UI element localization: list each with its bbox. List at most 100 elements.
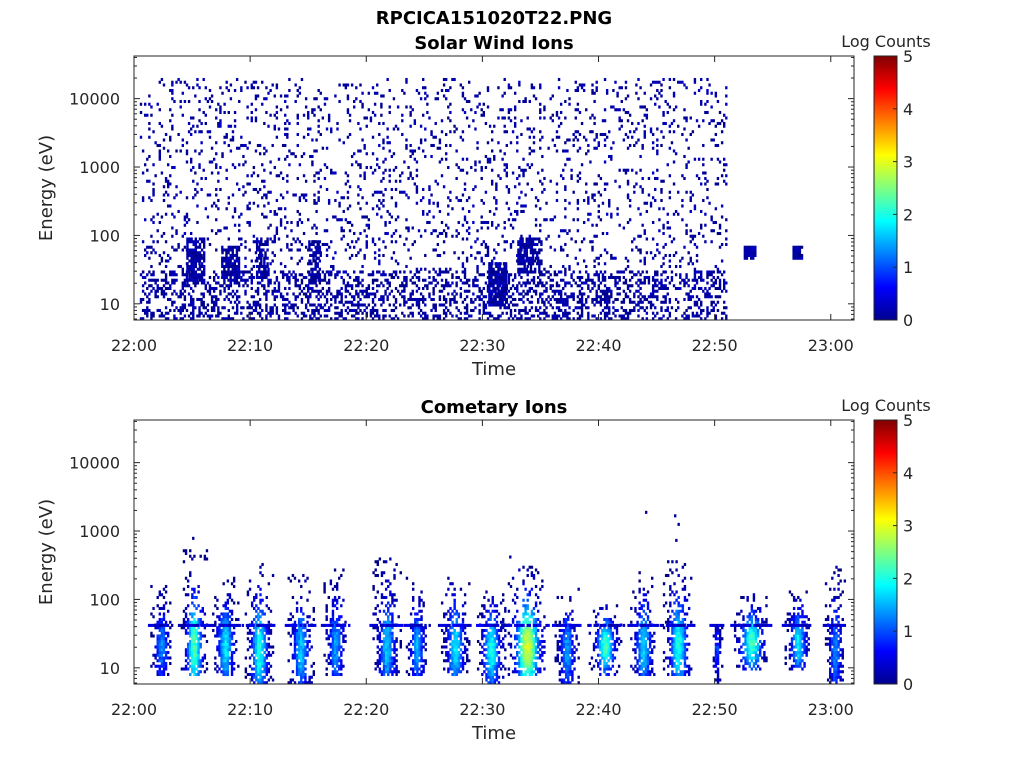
heatmap-cell: [608, 317, 611, 321]
heatmap-cell: [181, 286, 184, 291]
heatmap-cell: [227, 273, 230, 277]
heatmap-cell: [321, 292, 325, 296]
heatmap-cell: [576, 88, 580, 93]
heatmap-cell: [800, 253, 804, 258]
heatmap-cell: [451, 275, 454, 280]
heatmap-cell: [193, 620, 196, 624]
heatmap-cell: [521, 256, 524, 260]
heatmap-cell: [206, 237, 210, 241]
heatmap-cell: [256, 286, 260, 291]
heatmap-cell: [576, 108, 580, 112]
heatmap-cell: [363, 171, 366, 175]
heatmap-cell: [710, 303, 713, 307]
heatmap-cell: [685, 163, 688, 167]
heatmap-cell: [656, 149, 659, 153]
heatmap-cell: [409, 278, 412, 282]
heatmap-cell: [382, 160, 385, 164]
heatmap-cell: [143, 292, 147, 296]
heatmap-cell: [273, 270, 276, 274]
heatmap-cell: [296, 121, 299, 126]
heatmap-cell: [183, 278, 187, 282]
heatmap-cell: [267, 190, 270, 194]
heatmap-cell: [484, 165, 488, 170]
heatmap-cell: [202, 242, 206, 247]
heatmap-cell: [589, 278, 592, 282]
heatmap-cell: [587, 275, 590, 280]
heatmap-cell: [415, 297, 419, 302]
heatmap-cell: [164, 264, 168, 269]
heatmap-cell: [185, 220, 189, 225]
heatmap-cell: [419, 138, 423, 142]
heatmap-cell: [267, 226, 270, 230]
heatmap-cell: [633, 143, 636, 148]
heatmap-cell: [160, 628, 164, 633]
heatmap-cell: [250, 110, 253, 115]
heatmap-cell: [614, 297, 617, 302]
heatmap-cell: [419, 124, 423, 128]
heatmap-cell: [424, 91, 427, 95]
heatmap-cell: [513, 121, 517, 126]
heatmap-cell: [388, 273, 391, 277]
heatmap-cell: [587, 273, 590, 277]
heatmap-cell: [519, 262, 522, 266]
heatmap-cell: [266, 262, 269, 266]
heatmap-cell: [166, 259, 170, 263]
heatmap-cell: [269, 306, 272, 310]
y-tick-label: 1000: [79, 158, 120, 177]
heatmap-cell: [800, 256, 804, 260]
heatmap-cell: [353, 297, 356, 302]
heatmap-cell: [422, 311, 425, 315]
heatmap-cell: [399, 303, 402, 307]
heatmap-cell: [350, 83, 354, 87]
colorbar-tick-label: 2: [903, 205, 913, 224]
heatmap-cell: [284, 143, 287, 148]
heatmap-cell: [745, 256, 749, 260]
heatmap-cell: [409, 311, 412, 315]
heatmap-cell: [294, 297, 297, 302]
heatmap-cell: [313, 113, 316, 117]
heatmap-cell: [275, 226, 279, 230]
heatmap-cell: [442, 303, 446, 307]
heatmap-cell: [461, 91, 465, 95]
heatmap-cell: [304, 179, 308, 183]
heatmap-cell: [173, 289, 176, 293]
heatmap-cell: [294, 154, 297, 159]
heatmap-cell: [610, 212, 613, 216]
heatmap-cell: [538, 251, 541, 255]
heatmap-cell: [704, 240, 707, 244]
heatmap-cell: [605, 182, 609, 186]
heatmap-cell: [309, 303, 312, 307]
heatmap-cell: [656, 284, 659, 288]
heatmap-cell: [706, 91, 709, 95]
heatmap-cell: [444, 77, 448, 82]
heatmap-cell: [585, 264, 588, 269]
heatmap-cell: [436, 146, 440, 150]
heatmap-cell: [227, 286, 230, 291]
heatmap-cell: [288, 286, 291, 291]
heatmap-cell: [536, 256, 539, 260]
heatmap-cell: [407, 176, 410, 181]
heatmap-cell: [240, 270, 243, 274]
heatmap-cell: [507, 295, 511, 299]
heatmap-cell: [403, 190, 406, 194]
heatmap-cell: [639, 248, 642, 252]
heatmap-cell: [330, 264, 333, 269]
heatmap-cell: [186, 579, 190, 583]
heatmap-cell: [231, 245, 234, 249]
heatmap-cell: [605, 91, 609, 95]
heatmap-cell: [184, 664, 188, 668]
heatmap-cell: [453, 130, 456, 134]
heatmap-cell: [511, 317, 515, 321]
heatmap-cell: [679, 273, 682, 277]
heatmap-cell: [743, 245, 747, 249]
heatmap-cell: [474, 306, 477, 310]
heatmap-cell: [158, 593, 162, 597]
heatmap-cell: [195, 648, 198, 652]
heatmap-cell: [520, 284, 523, 288]
heatmap-cell: [148, 297, 151, 302]
heatmap-cell: [199, 617, 202, 622]
heatmap-cell: [371, 135, 375, 139]
heatmap-cell: [463, 311, 467, 315]
heatmap-cell: [651, 80, 655, 84]
heatmap-cell: [603, 278, 607, 282]
